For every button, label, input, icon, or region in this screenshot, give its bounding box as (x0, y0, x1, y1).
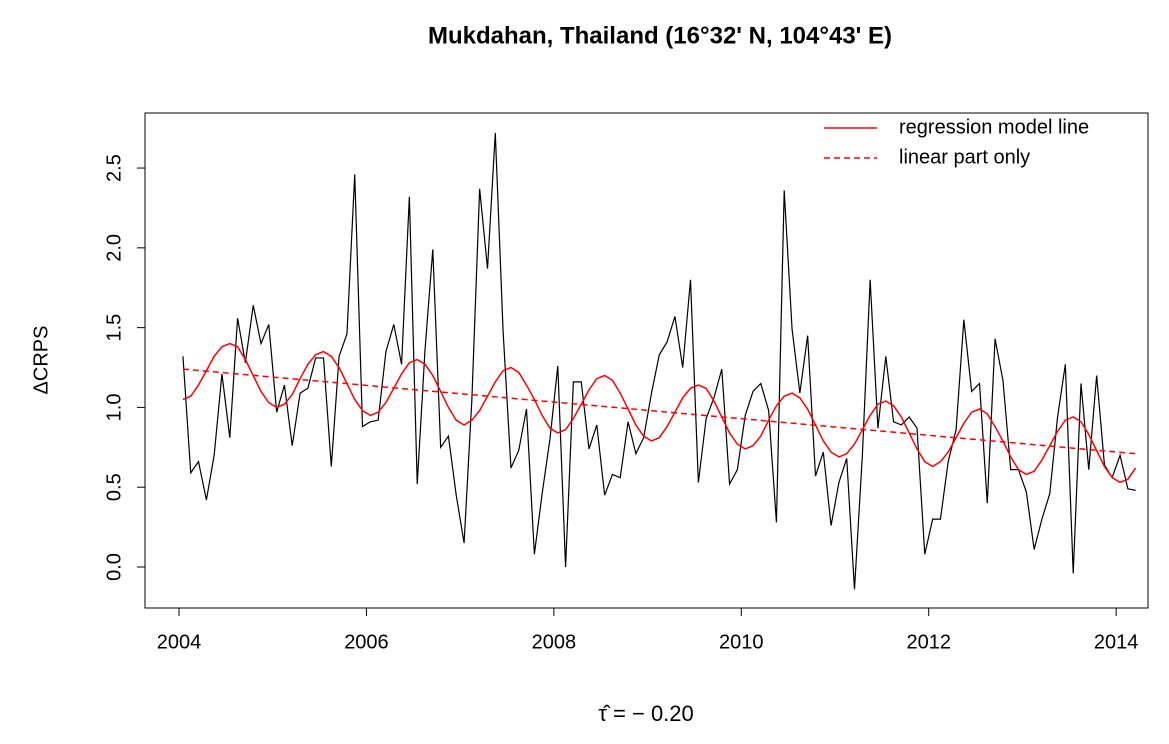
legend-label: linear part only (899, 146, 1030, 168)
y-tick-label: 1.5 (103, 314, 125, 342)
y-tick-label: 0.5 (103, 473, 125, 501)
series-line (182, 342, 1137, 484)
y-tick-label: 2.0 (103, 234, 125, 262)
x-tick-label: 2006 (344, 631, 389, 653)
legend-label: regression model line (899, 116, 1089, 138)
y-tick-label: 1.0 (103, 394, 125, 422)
x-axis-label: τ̂ = − 0.20 (598, 701, 694, 726)
plot-box (144, 112, 1149, 609)
x-tick-label: 2004 (157, 631, 202, 653)
x-tick-label: 2008 (532, 631, 577, 653)
x-tick-label: 2012 (906, 631, 951, 653)
y-axis-label: ΔCRPS (30, 326, 52, 395)
chart-title: Mukdahan, Thailand (16°32' N, 104°43' E) (428, 22, 892, 49)
x-tick-label: 2014 (1094, 631, 1139, 653)
x-tick-label: 2010 (719, 631, 764, 653)
y-tick-label: 2.5 (103, 154, 125, 182)
y-tick-label: 0.0 (103, 553, 125, 581)
series-line (182, 132, 1136, 590)
